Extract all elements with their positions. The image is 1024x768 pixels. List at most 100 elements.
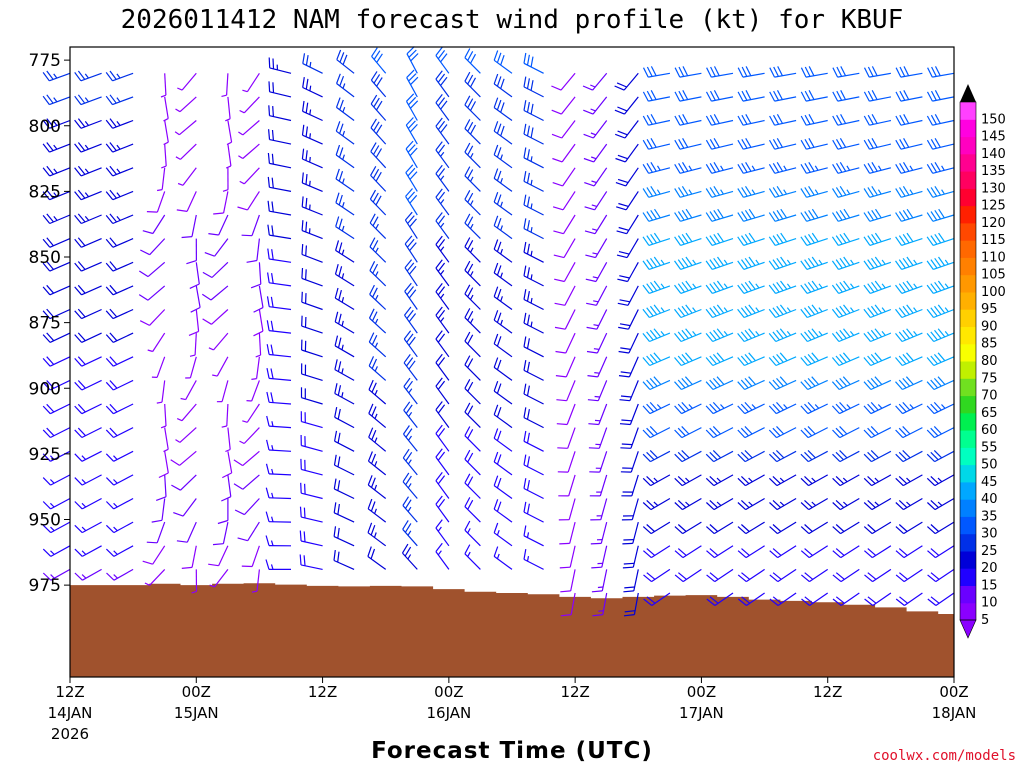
wind-barb <box>42 70 71 82</box>
x-tick-year: 2026 <box>51 725 89 743</box>
barb-half-flag <box>500 248 503 255</box>
barb-flag <box>934 233 942 244</box>
barb-flag <box>105 262 114 272</box>
wind-barb <box>737 352 765 367</box>
barb-flag <box>467 145 474 156</box>
barb-flag <box>871 281 879 292</box>
barb-flag <box>440 124 448 134</box>
barb-flag <box>583 157 594 163</box>
barb-flag <box>523 241 527 253</box>
barb-half-flag <box>374 366 378 372</box>
wind-barb <box>213 191 229 215</box>
barb-flag <box>933 354 942 363</box>
wind-barb <box>334 335 355 358</box>
barb-half-flag <box>846 165 851 171</box>
wind-barb <box>74 284 102 296</box>
barb-flag <box>77 165 86 175</box>
barb-shaft <box>838 285 860 294</box>
barb-half-flag <box>440 293 445 299</box>
wind-barb <box>368 427 387 452</box>
barb-flag <box>871 161 878 172</box>
barb-flag <box>808 209 815 220</box>
wind-barb <box>493 97 513 121</box>
colorbar-swatch <box>960 205 976 224</box>
barb-shaft <box>523 417 544 429</box>
barb-flag <box>768 188 776 198</box>
wind-barb <box>895 401 923 415</box>
wind-barb <box>74 308 102 320</box>
barb-shaft <box>631 474 639 497</box>
barb-flag <box>835 475 845 485</box>
credit-link[interactable]: coolwx.com/models <box>873 748 1016 764</box>
barb-shaft <box>806 308 828 319</box>
wind-barb <box>105 403 134 415</box>
wind-barb <box>832 521 860 535</box>
barb-shaft <box>269 186 292 192</box>
wind-barb <box>302 100 323 122</box>
barb-flag <box>146 211 158 213</box>
wind-barb <box>706 592 734 606</box>
barb-shaft <box>623 72 639 91</box>
barb-half-flag <box>53 192 58 198</box>
barb-flag <box>804 138 811 149</box>
barb-half-flag <box>913 307 918 313</box>
wind-barb <box>74 568 102 581</box>
wind-barb <box>405 164 418 192</box>
wind-barb <box>42 568 71 581</box>
barb-flag <box>140 249 150 256</box>
wind-barb <box>591 545 608 569</box>
barb-shaft <box>435 291 450 310</box>
wind-barb <box>863 304 892 319</box>
barb-flag <box>371 311 378 322</box>
barb-flag <box>870 401 879 411</box>
barb-flag <box>649 425 658 435</box>
barb-flag <box>934 185 942 196</box>
wind-barb <box>181 545 197 569</box>
barb-flag <box>681 281 689 292</box>
barb-flag <box>899 162 906 173</box>
colorbar-label: 5 <box>981 613 989 628</box>
barb-flag <box>526 385 530 396</box>
barb-flag <box>623 562 635 565</box>
barb-flag <box>646 475 655 485</box>
wind-barb <box>225 144 232 169</box>
wind-barb <box>42 450 71 462</box>
barb-shaft <box>179 143 197 160</box>
barb-half-flag <box>375 247 379 253</box>
colorbar-label: 140 <box>981 147 1006 162</box>
barb-shaft <box>594 214 608 235</box>
barb-flag <box>867 235 875 245</box>
barb-shaft <box>435 78 450 98</box>
barb-shaft <box>113 474 134 486</box>
barb-half-flag <box>779 477 785 483</box>
barb-flag <box>402 520 409 530</box>
wind-barb <box>368 379 387 405</box>
wind-barb <box>587 356 608 378</box>
wind-barb <box>674 161 702 174</box>
barb-flag <box>583 133 594 139</box>
barb-flag <box>335 144 341 156</box>
barb-flag <box>437 73 446 83</box>
barb-flag <box>621 443 633 446</box>
barb-shaft <box>218 545 229 566</box>
barb-shaft <box>464 553 481 570</box>
barb-flag <box>266 296 270 307</box>
barb-shaft <box>871 474 892 487</box>
barb-flag <box>267 272 270 283</box>
barb-shaft <box>191 214 197 237</box>
wind-barb <box>895 449 923 463</box>
barb-flag <box>642 357 651 366</box>
barb-flag <box>769 91 776 102</box>
barb-flag <box>493 451 499 463</box>
barb-half-flag <box>208 347 214 351</box>
wind-barb <box>674 328 702 343</box>
barb-shaft <box>403 338 418 358</box>
wind-barb <box>737 90 765 102</box>
barb-shaft <box>776 474 797 487</box>
barb-flag <box>233 459 244 467</box>
barb-flag <box>772 211 780 221</box>
barb-flag <box>551 109 562 115</box>
barb-flag <box>271 129 274 141</box>
barb-flag <box>46 70 54 80</box>
barb-flag <box>437 286 446 296</box>
